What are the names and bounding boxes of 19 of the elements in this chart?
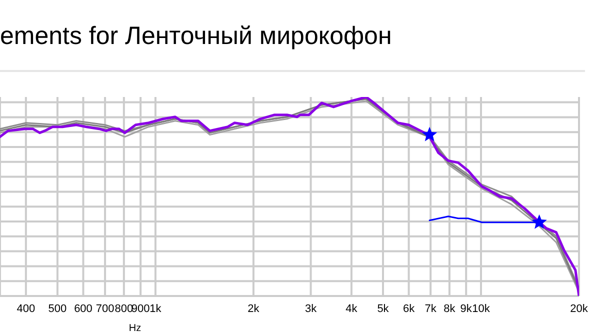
x-tick-label: 4k <box>346 302 358 315</box>
x-tick-label: 7k <box>424 302 437 315</box>
x-tick-label: 700 <box>96 302 114 315</box>
x-tick-label: 900 <box>131 302 150 315</box>
x-tick-label: 5k <box>377 302 390 315</box>
x-tick-label: 800 <box>114 302 134 315</box>
x-tick-label: 6k <box>402 302 416 315</box>
x-tick-label: 10k <box>472 302 490 315</box>
chart-title: ements for Ленточный мирокофон <box>0 22 392 51</box>
x-tick-label: 3k <box>304 302 318 315</box>
x-tick-label: 400 <box>16 302 36 315</box>
x-tick-label: 8k <box>444 302 456 315</box>
x-axis-title: Hz <box>128 323 142 334</box>
x-tick-label: 20k <box>570 302 588 315</box>
x-tick-label: 500 <box>48 302 67 315</box>
x-tick-label: 9k <box>460 302 472 315</box>
x-tick-label: 2k <box>248 302 260 315</box>
x-tick-label: 600 <box>74 302 92 315</box>
x-tick-label: 1k <box>150 302 162 315</box>
